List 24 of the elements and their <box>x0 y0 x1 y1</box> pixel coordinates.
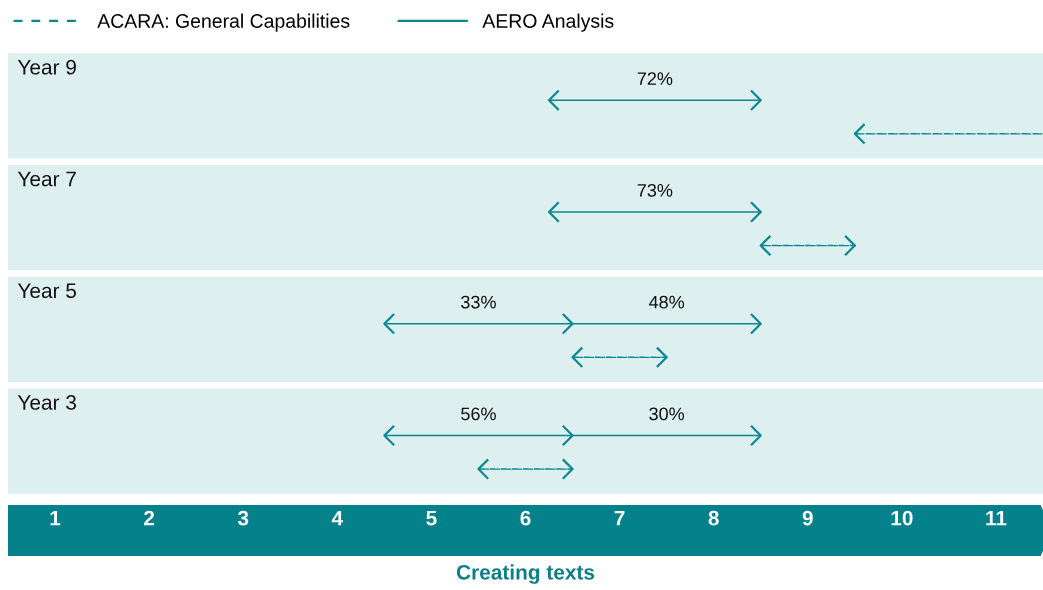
x-axis-title: Creating texts <box>456 564 595 584</box>
x-tick-label: 1 <box>50 510 61 526</box>
x-tick-label: 8 <box>708 510 719 526</box>
legend-label: AERO Analysis <box>482 13 614 32</box>
x-tick-label: 6 <box>520 510 531 526</box>
x-tick-label: 2 <box>144 510 155 526</box>
legend-label: ACARA: General Capabilities <box>97 13 350 32</box>
x-tick-label: 10 <box>891 510 913 526</box>
annotation: 30% <box>649 407 685 421</box>
x-tick-label: 7 <box>614 510 625 526</box>
x-tick-label: 11 <box>986 510 1007 526</box>
annotation: 48% <box>648 295 685 309</box>
y-tick-label: Year 7 <box>17 171 76 187</box>
y-tick-label: Year 3 <box>17 395 76 410</box>
x-tick-label: 3 <box>237 510 249 526</box>
annotation: 33% <box>461 295 496 309</box>
x-tick-label: 9 <box>802 510 813 526</box>
annotation: 56% <box>461 407 496 421</box>
x-tick-label: 5 <box>426 510 437 526</box>
x-tick-label: 4 <box>331 510 343 526</box>
annotation: 72% <box>637 72 673 85</box>
y-tick-label: Year 5 <box>17 283 77 299</box>
annotation: 73% <box>637 183 673 197</box>
y-tick-label: Year 9 <box>17 59 76 75</box>
